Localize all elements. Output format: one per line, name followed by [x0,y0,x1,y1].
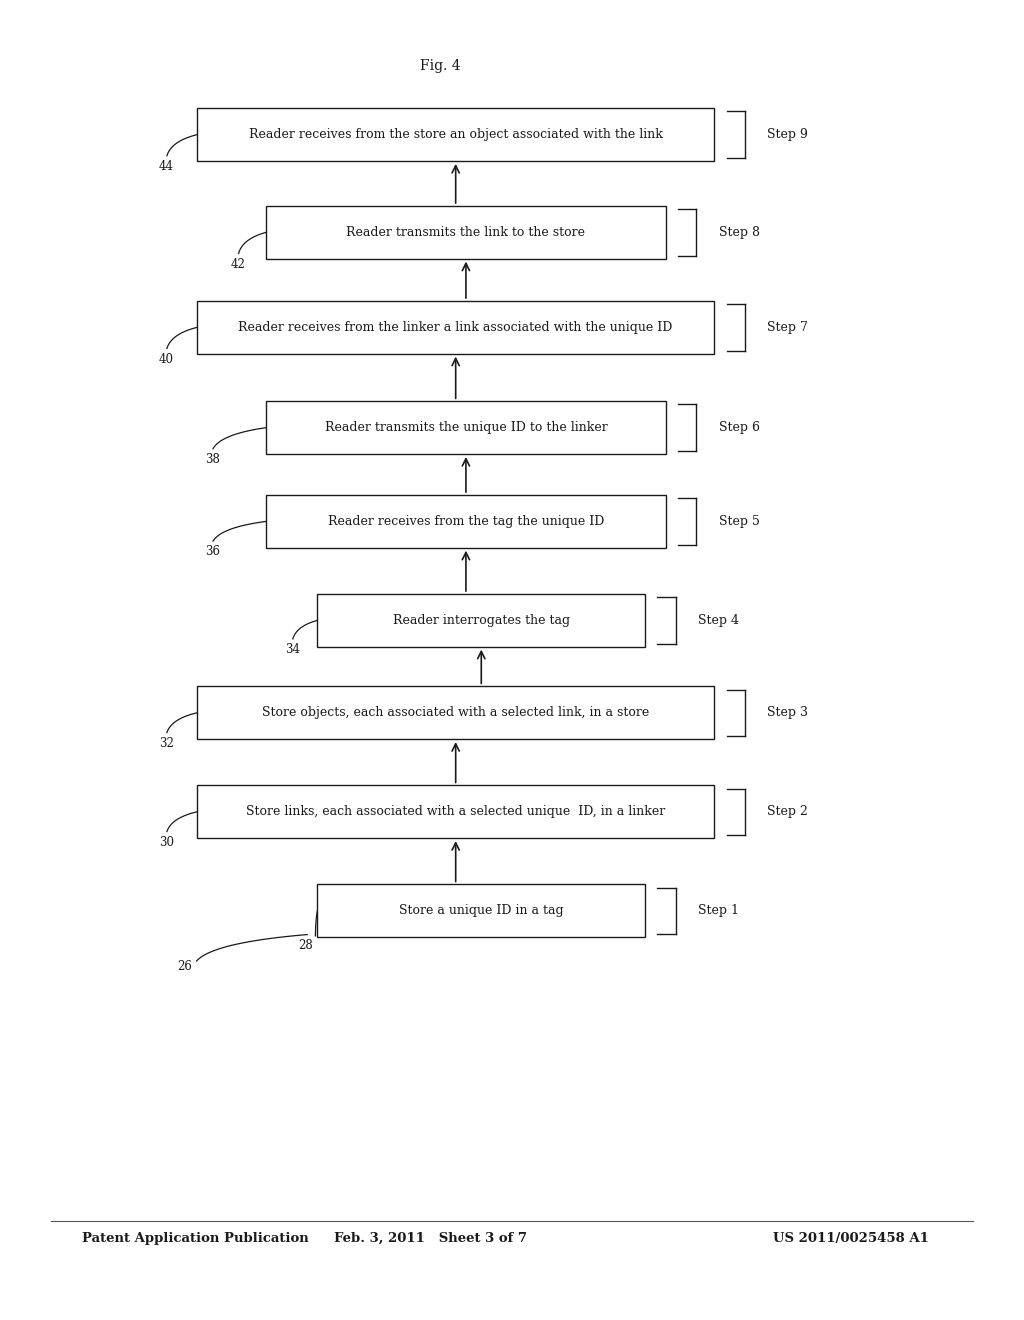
Text: Step 9: Step 9 [768,128,808,141]
Text: Step 5: Step 5 [719,515,760,528]
Text: Reader transmits the link to the store: Reader transmits the link to the store [346,226,586,239]
Text: Step 8: Step 8 [719,226,760,239]
Text: Step 7: Step 7 [768,321,808,334]
Text: 44: 44 [159,160,174,173]
FancyBboxPatch shape [266,206,666,259]
Text: 38: 38 [205,453,220,466]
Text: 32: 32 [159,737,174,750]
FancyBboxPatch shape [317,884,645,937]
Text: Step 2: Step 2 [768,805,808,818]
Text: Reader transmits the unique ID to the linker: Reader transmits the unique ID to the li… [325,421,607,434]
Text: Fig. 4: Fig. 4 [420,59,461,73]
Text: 42: 42 [230,257,246,271]
Text: 30: 30 [159,836,174,849]
Text: 36: 36 [205,545,220,558]
Text: Patent Application Publication: Patent Application Publication [82,1232,308,1245]
Text: Reader receives from the tag the unique ID: Reader receives from the tag the unique … [328,515,604,528]
FancyBboxPatch shape [197,108,715,161]
FancyBboxPatch shape [317,594,645,647]
Text: Store a unique ID in a tag: Store a unique ID in a tag [399,904,563,917]
Text: Step 1: Step 1 [698,904,739,917]
Text: Step 4: Step 4 [698,614,739,627]
Text: 40: 40 [159,352,174,366]
Text: 26: 26 [177,960,193,973]
FancyBboxPatch shape [266,401,666,454]
Text: Reader receives from the store an object associated with the link: Reader receives from the store an object… [249,128,663,141]
FancyBboxPatch shape [266,495,666,548]
Text: Feb. 3, 2011   Sheet 3 of 7: Feb. 3, 2011 Sheet 3 of 7 [334,1232,526,1245]
FancyBboxPatch shape [197,785,715,838]
FancyBboxPatch shape [197,686,715,739]
Text: 28: 28 [298,939,312,952]
Text: 34: 34 [285,643,300,656]
Text: Store links, each associated with a selected unique  ID, in a linker: Store links, each associated with a sele… [246,805,666,818]
Text: Step 6: Step 6 [719,421,760,434]
Text: Reader receives from the linker a link associated with the unique ID: Reader receives from the linker a link a… [239,321,673,334]
Text: Step 3: Step 3 [768,706,809,719]
Text: Store objects, each associated with a selected link, in a store: Store objects, each associated with a se… [262,706,649,719]
FancyBboxPatch shape [197,301,715,354]
Text: Reader interrogates the tag: Reader interrogates the tag [393,614,569,627]
Text: US 2011/0025458 A1: US 2011/0025458 A1 [773,1232,929,1245]
